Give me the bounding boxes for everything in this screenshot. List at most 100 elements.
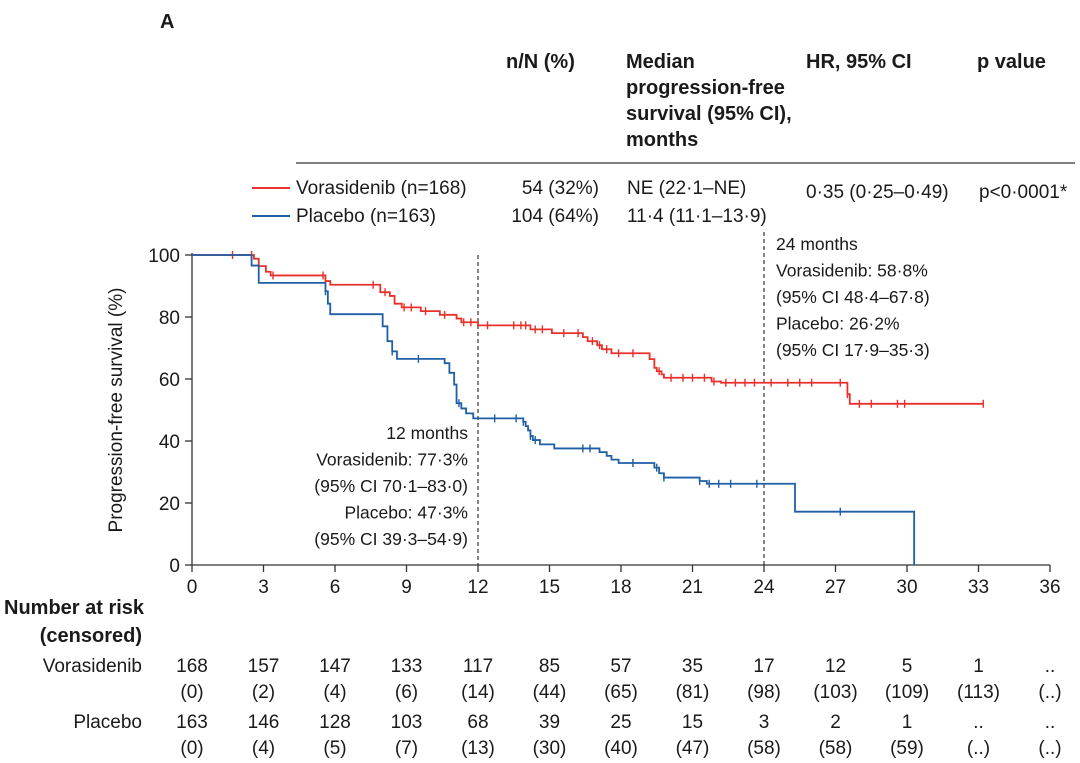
table-row-n-n: 54 (32%): [522, 178, 599, 199]
risk-count: 12: [825, 656, 846, 677]
risk-row-label: Placebo: [73, 712, 142, 733]
risk-censored: (5): [323, 738, 346, 759]
risk-count: 128: [319, 712, 351, 733]
col-header-n-n: n/N (%): [506, 51, 575, 73]
table-row-median: 11·4 (11·1–13·9): [627, 206, 767, 227]
risk-count: 1: [902, 712, 913, 733]
risk-censored: (47): [676, 738, 710, 759]
risk-count: ..: [1045, 656, 1056, 677]
annotation-12-months: (95% CI 39·3–54·9): [314, 529, 468, 549]
table-row-name: Vorasidenib (n=168): [296, 178, 467, 199]
annotation-24-months: Vorasidenib: 58·8%: [776, 261, 928, 281]
risk-count: 147: [319, 656, 351, 677]
risk-censored: (..): [1038, 738, 1061, 759]
risk-count: ..: [1045, 712, 1056, 733]
risk-count: ..: [973, 712, 984, 733]
risk-censored: (4): [323, 682, 346, 703]
risk-censored: (81): [676, 682, 710, 703]
risk-censored: (103): [813, 682, 857, 703]
annotation-24-months: (95% CI 17·9–35·3): [776, 340, 930, 360]
risk-censored: (..): [967, 738, 990, 759]
x-tick-label: 21: [682, 577, 703, 598]
annotation-12-months: 12 months: [386, 423, 468, 443]
y-tick-label: 20: [159, 494, 180, 515]
p-value: p<0·0001*: [979, 182, 1068, 203]
risk-censored: (30): [533, 738, 567, 759]
y-tick-label: 0: [169, 556, 180, 577]
x-tick-label: 36: [1039, 577, 1060, 598]
col-header-p-value: p value: [977, 51, 1046, 73]
annotation-12-months: (95% CI 70·1–83·0): [314, 476, 468, 496]
risk-censored: (59): [890, 738, 924, 759]
risk-censored: (113): [957, 682, 1000, 703]
annotation-24-months: (95% CI 48·4–67·8): [776, 287, 930, 307]
risk-censored: (13): [461, 738, 495, 759]
x-tick-label: 9: [401, 577, 412, 598]
annotation-24-months: Placebo: 26·2%: [776, 314, 900, 334]
x-tick-label: 15: [539, 577, 560, 598]
y-tick-label: 60: [159, 370, 180, 391]
hazard-ratio-value: 0·35 (0·25–0·49): [806, 182, 949, 203]
panel-label: A: [160, 11, 174, 33]
risk-censored: (0): [180, 682, 203, 703]
annotation-24-months: 24 months: [776, 234, 858, 254]
table-row-median: NE (22·1–NE): [627, 178, 746, 199]
annotation-12-months: Placebo: 47·3%: [344, 503, 468, 523]
col-header-median-pfs: months: [626, 129, 698, 151]
risk-count: 39: [539, 712, 560, 733]
risk-censored: (0): [180, 738, 203, 759]
risk-censored: (58): [747, 738, 781, 759]
risk-count: 57: [610, 656, 631, 677]
risk-count: 2: [830, 712, 841, 733]
risk-table-title: Number at risk: [4, 597, 145, 619]
risk-count: 15: [682, 712, 703, 733]
x-tick-label: 12: [467, 577, 488, 598]
risk-count: 1: [973, 656, 984, 677]
risk-count: 103: [391, 712, 423, 733]
x-tick-label: 18: [610, 577, 631, 598]
risk-censored: (98): [747, 682, 781, 703]
risk-count: 163: [176, 712, 208, 733]
risk-count: 117: [463, 656, 493, 677]
x-tick-label: 27: [825, 577, 846, 598]
y-axis-title: Progression-free survival (%): [106, 288, 127, 533]
risk-table-subtitle: (censored): [40, 625, 142, 647]
x-tick-label: 30: [896, 577, 917, 598]
col-header-median-pfs: Median: [626, 51, 695, 73]
risk-censored: (7): [395, 738, 418, 759]
risk-censored: (2): [252, 682, 275, 703]
risk-count: 85: [539, 656, 560, 677]
risk-count: 35: [682, 656, 703, 677]
risk-count: 3: [759, 712, 770, 733]
risk-count: 133: [391, 656, 423, 677]
table-row-n-n: 104 (64%): [511, 206, 599, 227]
table-row-name: Placebo (n=163): [296, 206, 436, 227]
risk-count: 146: [248, 712, 280, 733]
y-tick-label: 100: [148, 246, 180, 267]
risk-censored: (58): [819, 738, 853, 759]
risk-censored: (40): [604, 738, 638, 759]
risk-censored: (14): [461, 682, 495, 703]
risk-count: 25: [610, 712, 631, 733]
risk-count: 17: [753, 656, 774, 677]
risk-row-label: Vorasidenib: [43, 656, 142, 677]
annotation-12-months: Vorasidenib: 77·3%: [316, 450, 468, 470]
x-tick-label: 6: [330, 577, 341, 598]
km-curve-vorasidenib: [192, 254, 984, 405]
x-tick-label: 0: [187, 577, 198, 598]
risk-count: 68: [467, 712, 488, 733]
col-header-hr: HR, 95% CI: [806, 51, 912, 73]
risk-censored: (4): [252, 738, 275, 759]
risk-count: 168: [176, 656, 208, 677]
risk-count: 5: [902, 656, 913, 677]
risk-censored: (65): [604, 682, 638, 703]
y-tick-label: 80: [159, 308, 180, 329]
risk-censored: (6): [395, 682, 418, 703]
risk-count: 157: [248, 656, 280, 677]
risk-censored: (44): [533, 682, 567, 703]
risk-censored: (..): [1038, 682, 1061, 703]
x-tick-label: 24: [753, 577, 775, 598]
col-header-median-pfs: progression-free: [626, 77, 785, 99]
x-tick-label: 33: [968, 577, 989, 598]
